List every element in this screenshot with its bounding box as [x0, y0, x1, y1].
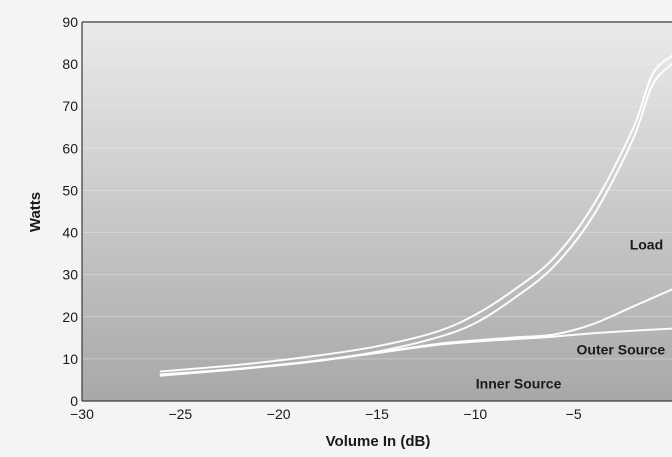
- y-tick-label: 90: [62, 14, 78, 30]
- x-axis-title: Volume In (dB): [326, 433, 431, 450]
- x-tick-label: −20: [267, 406, 291, 422]
- y-tick-label: 20: [62, 309, 78, 325]
- gridlines: [82, 63, 672, 360]
- axes: [81, 21, 672, 402]
- curves: [159, 54, 672, 377]
- y-tick-label: 70: [62, 98, 78, 114]
- y-tick-label: 0: [70, 393, 78, 409]
- x-tick-label: −5: [566, 406, 582, 422]
- x-tick-label: −15: [365, 406, 389, 422]
- y-tick-label: 40: [62, 225, 78, 241]
- y-tick-label: 10: [62, 351, 78, 367]
- y-axis-title: Watts: [27, 192, 44, 232]
- y-tick-labels: 0 10 20 30 40 50 60 70 80 90: [62, 14, 78, 409]
- annotations: Load Outer Source Inner Source: [476, 236, 666, 391]
- annotation-label: Load: [630, 236, 663, 252]
- annotation-label: Outer Source: [577, 342, 666, 358]
- x-tick-label: −10: [463, 406, 487, 422]
- y-tick-label: 30: [62, 267, 78, 283]
- x-tick-label: −30: [70, 406, 94, 422]
- x-tick-label: −25: [168, 406, 192, 422]
- y-tick-label: 80: [62, 56, 78, 72]
- y-tick-label: 60: [62, 140, 78, 156]
- y-tick-label: 50: [62, 182, 78, 198]
- series-line-inner-source: [159, 327, 672, 376]
- plot-area: [82, 22, 672, 401]
- annotation-label: Inner Source: [476, 375, 562, 391]
- x-tick-labels: −30 −25 −20 −15 −10 −5: [70, 406, 582, 422]
- series-line-load: [159, 54, 672, 373]
